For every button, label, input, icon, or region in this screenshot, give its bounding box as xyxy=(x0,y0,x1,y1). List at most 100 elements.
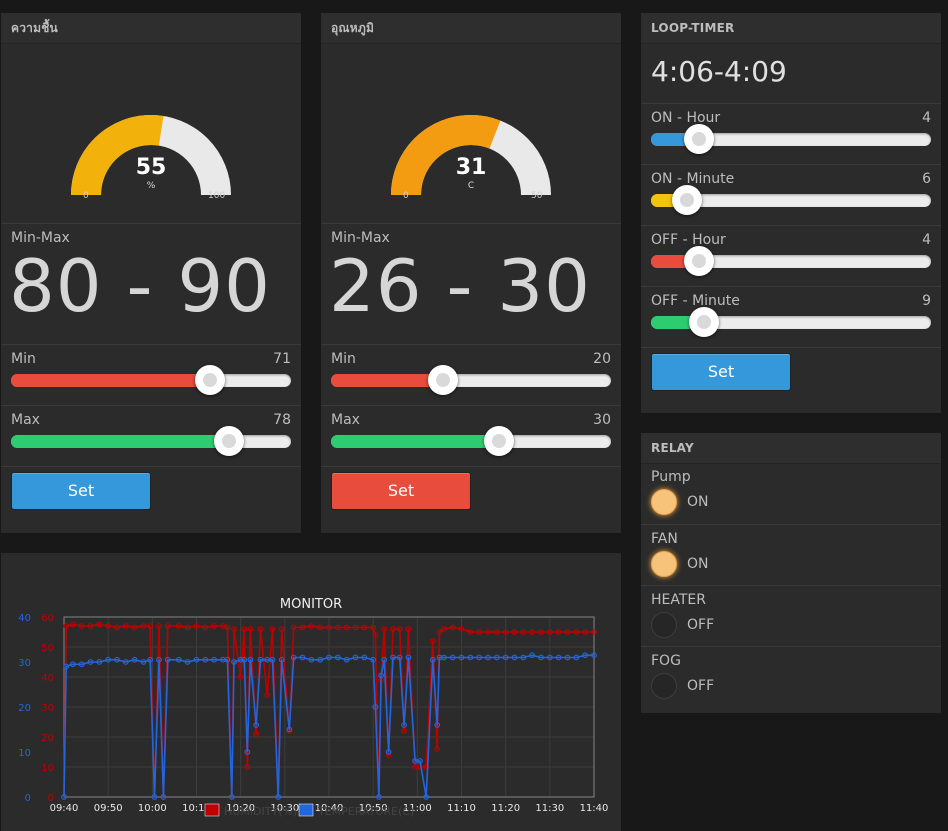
humidity-point xyxy=(326,624,332,631)
humidity-point xyxy=(429,638,436,644)
humidity-set-button[interactable]: Set xyxy=(11,472,151,510)
temperature-point xyxy=(253,722,260,728)
y-left-tick-label: 40 xyxy=(41,673,54,684)
temperature-point xyxy=(244,749,251,755)
temperature-point xyxy=(378,672,385,679)
relay-fog-label: FOG xyxy=(651,653,681,669)
temperature-max-label: Max xyxy=(331,412,360,428)
temperature-max-section: Max 30 xyxy=(321,405,621,466)
temperature-point xyxy=(467,654,474,661)
temperature-point xyxy=(122,659,129,665)
humidity-min-slider[interactable] xyxy=(11,365,291,395)
humidity-point xyxy=(290,624,297,631)
temperature-range-section: Min-Max 26 - 30 xyxy=(321,223,621,344)
temperature-point xyxy=(423,794,430,800)
temperature-point xyxy=(396,654,403,661)
humidity-point xyxy=(105,623,112,629)
temperature-set-button[interactable]: Set xyxy=(331,472,471,510)
humidity-gauge-max: 100 xyxy=(208,191,226,201)
humidity-max-section: Max 78 xyxy=(1,405,301,466)
off-minute-label: OFF - Minute xyxy=(651,293,740,309)
legend-temperature-swatch xyxy=(298,803,314,817)
relay-fog-state: OFF xyxy=(687,678,715,694)
humidity-point xyxy=(591,629,597,635)
x-tick-label: 10:20 xyxy=(226,803,255,814)
relay-item-heater[interactable]: HEATER OFF xyxy=(641,585,941,646)
off-hour-slider-handle[interactable] xyxy=(683,246,714,276)
relay-item-fog[interactable]: FOG OFF xyxy=(641,646,941,707)
temperature-max-slider[interactable] xyxy=(331,426,611,456)
humidity-gauge-fill xyxy=(71,115,164,196)
relay-item-fan[interactable]: FAN ON xyxy=(641,524,941,585)
humidity-point xyxy=(114,624,120,631)
temperature-min-slider-fill xyxy=(331,374,443,387)
temperature-min-slider[interactable] xyxy=(331,365,611,395)
loop-timer-set-button[interactable]: Set xyxy=(651,353,791,391)
y-left-tick-label: 50 xyxy=(41,643,54,654)
humidity-point xyxy=(502,629,509,635)
humidity-gauge-min: 0 xyxy=(83,191,89,201)
temperature-point xyxy=(164,656,171,663)
monitor-panel: MONITOR 0 10 20 30 40 50 60 0 10 20 30 40 09:40 09:… xyxy=(1,553,621,831)
on-hour-slider[interactable] xyxy=(651,124,931,154)
relay-item-pump[interactable]: Pump ON xyxy=(641,463,941,523)
plot-area-border xyxy=(63,616,595,798)
off-minute-slider-handle[interactable] xyxy=(689,307,720,337)
x-tick-label: 11:10 xyxy=(447,803,476,814)
temperature-point xyxy=(78,661,85,668)
temperature-point xyxy=(257,656,264,663)
relay-fog-indicator[interactable] xyxy=(651,673,677,699)
off-hour-slider[interactable] xyxy=(651,246,931,276)
on-hour-section: ON - Hour 4 xyxy=(641,103,941,164)
humidity-min-slider-handle[interactable] xyxy=(194,365,225,395)
temperature-min-slider-handle[interactable] xyxy=(428,365,458,395)
on-hour-value: 4 xyxy=(922,110,931,126)
off-minute-slider[interactable] xyxy=(651,307,931,337)
relay-fan-indicator[interactable] xyxy=(651,551,677,577)
y-right-tick-label: 30 xyxy=(18,658,31,669)
humidity-point xyxy=(253,731,260,737)
relay-heater-indicator[interactable] xyxy=(651,612,677,638)
temperature-point xyxy=(156,656,162,663)
on-minute-slider[interactable] xyxy=(651,185,931,215)
humidity-point xyxy=(308,623,315,629)
x-tick-label: 11:20 xyxy=(491,803,520,814)
temperature-point xyxy=(247,656,254,663)
temperature-max-slider-handle[interactable] xyxy=(484,426,514,456)
relay-pump-indicator[interactable] xyxy=(651,489,677,515)
temperature-point xyxy=(352,654,359,661)
humidity-point xyxy=(156,623,162,629)
humidity-series-line xyxy=(63,623,594,798)
humidity-range-label: Min-Max xyxy=(11,230,70,246)
temperature-point xyxy=(286,726,293,733)
humidity-point xyxy=(224,624,231,631)
on-minute-slider-handle[interactable] xyxy=(672,185,703,215)
on-hour-slider-handle[interactable] xyxy=(683,124,714,154)
humidity-point xyxy=(381,626,388,632)
temperature-point xyxy=(160,794,167,800)
humidity-point xyxy=(555,629,562,635)
humidity-point xyxy=(244,764,251,770)
humidity-max-slider[interactable] xyxy=(11,426,291,456)
temperature-point xyxy=(140,659,147,665)
temperature-point xyxy=(405,654,412,661)
y-left-tick-label: 20 xyxy=(41,733,54,744)
x-tick-label: 10:30 xyxy=(270,803,299,814)
temperature-max-slider-fill xyxy=(331,435,499,448)
humidity-point xyxy=(211,623,218,629)
temperature-point xyxy=(381,656,388,663)
humidity-point xyxy=(352,624,359,631)
humidity-point xyxy=(175,623,182,629)
humidity-point xyxy=(405,626,412,632)
temperature-point xyxy=(63,663,70,670)
on-minute-section: ON - Minute 6 xyxy=(641,164,941,225)
temperature-min-section: Min 20 xyxy=(321,344,621,405)
humidity-max-slider-handle[interactable] xyxy=(214,426,245,456)
temperature-point xyxy=(511,654,518,661)
humidity-point xyxy=(440,626,447,632)
x-tick-label: 11:40 xyxy=(580,803,609,814)
x-tick-label: 10:10 xyxy=(182,803,211,814)
humidity-point xyxy=(520,629,527,635)
humidity-point xyxy=(317,624,324,631)
on-minute-label: ON - Minute xyxy=(651,171,735,187)
